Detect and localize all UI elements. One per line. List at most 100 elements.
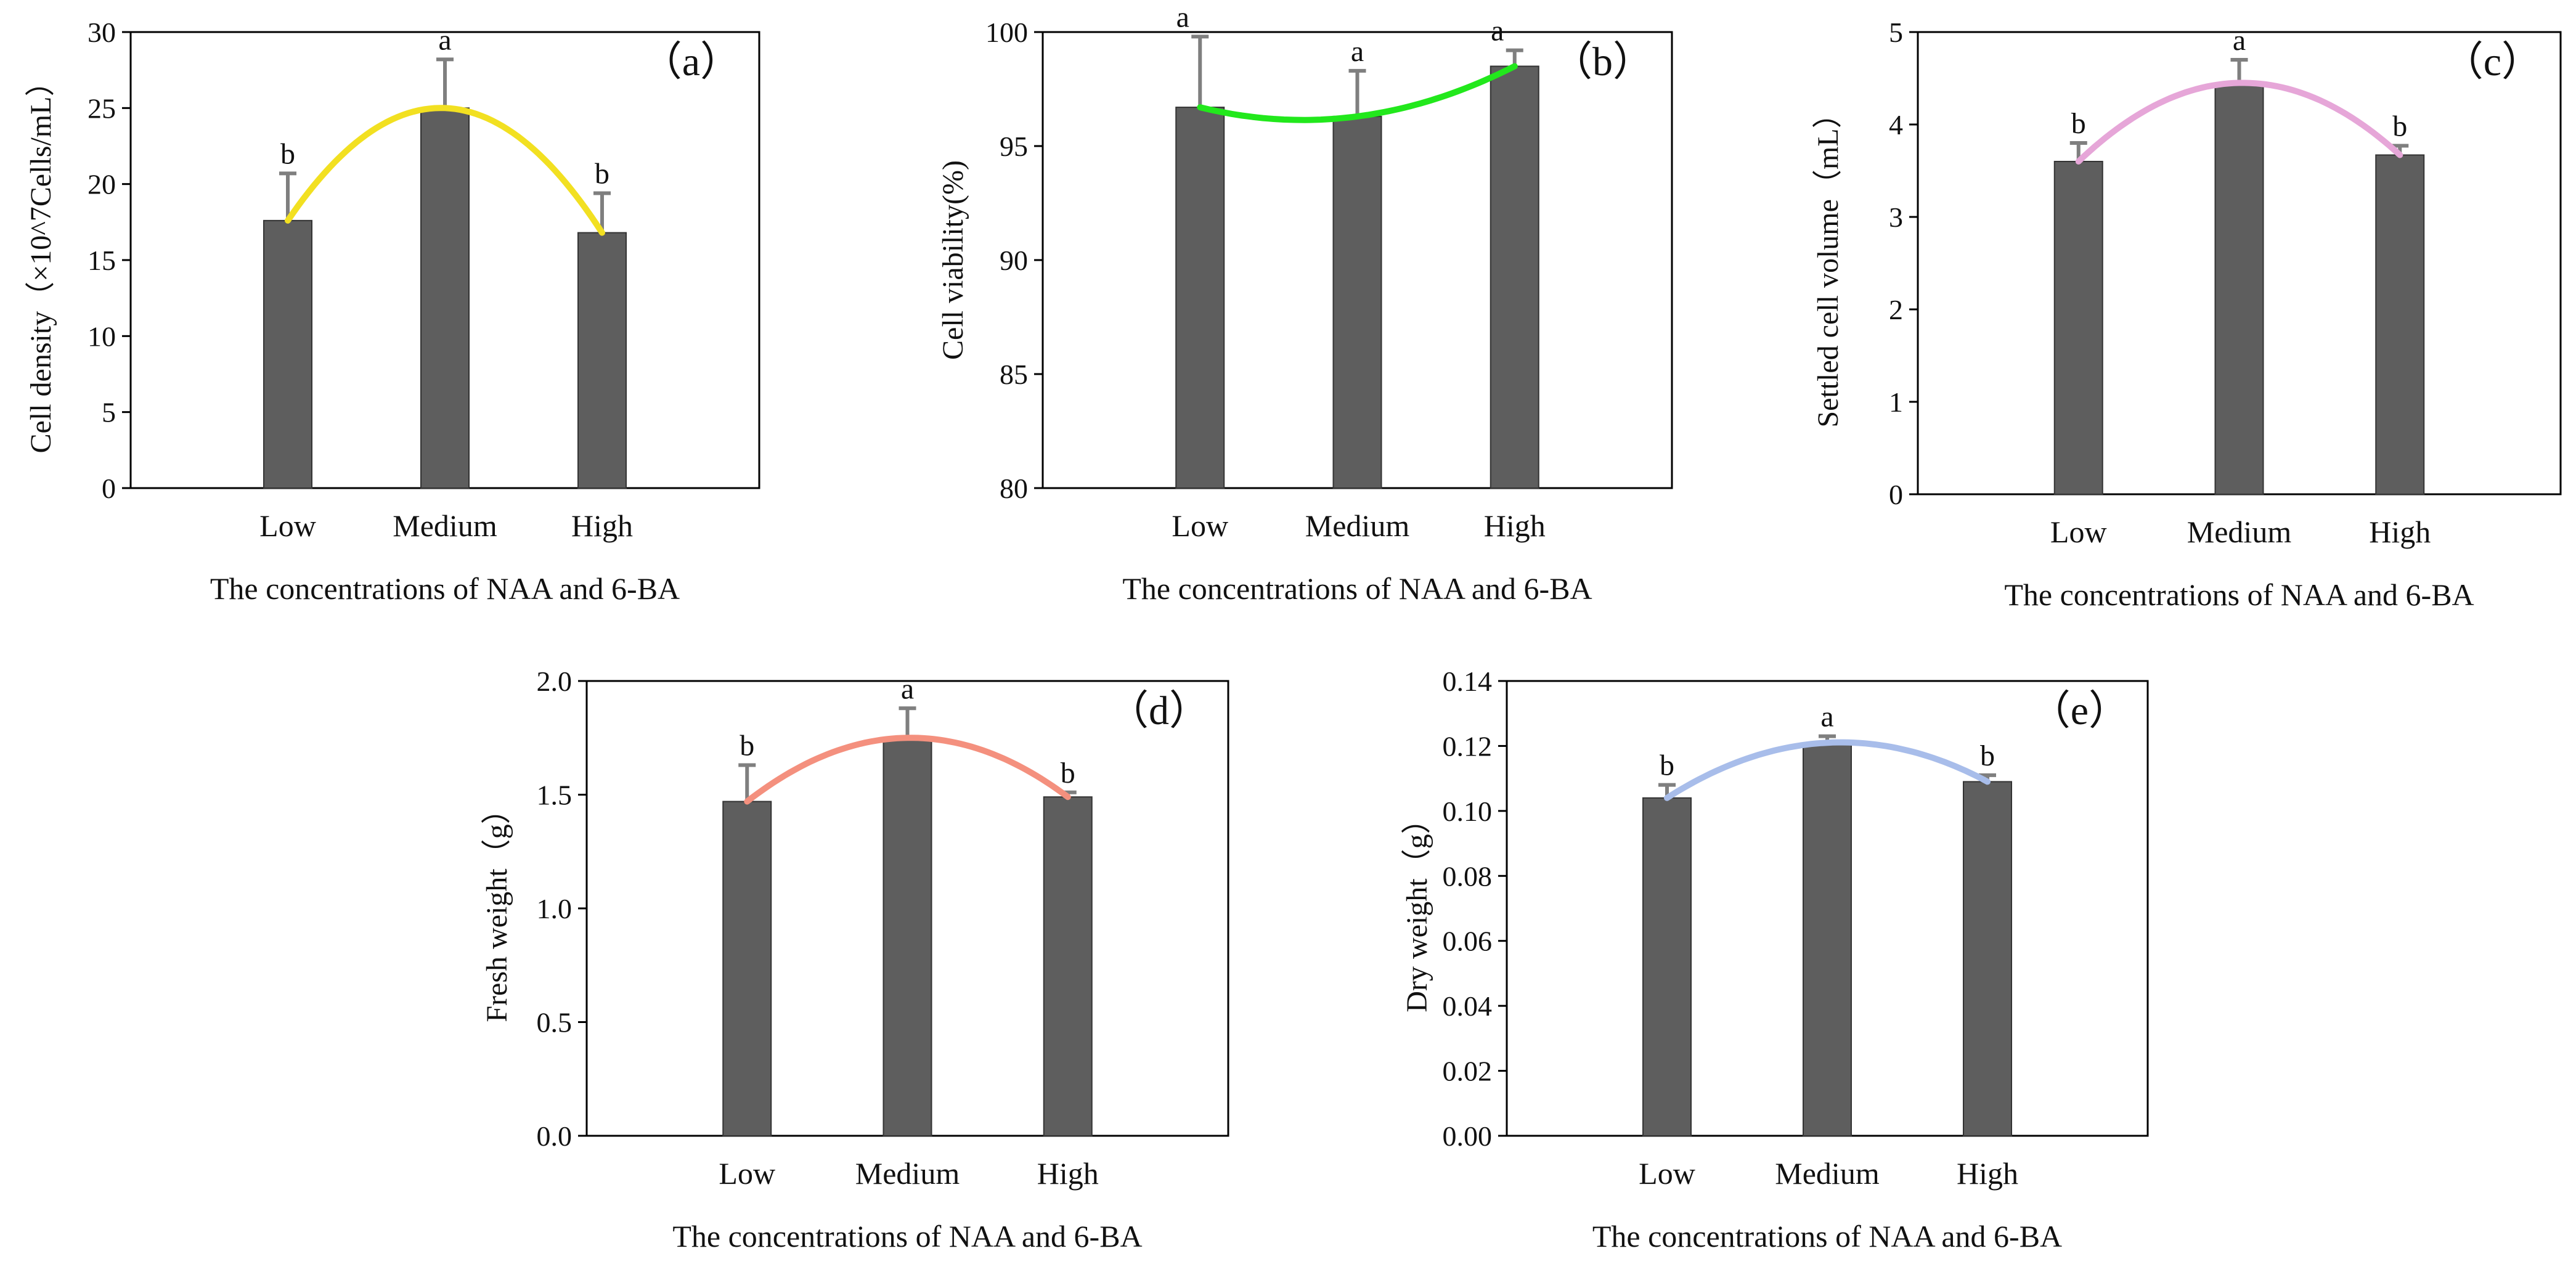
significance-letter: a	[1351, 35, 1364, 68]
x-axis-title: The concentrations of NAA and 6-BA	[210, 571, 680, 606]
x-axis-title: The concentrations of NAA and 6-BA	[1592, 1219, 2062, 1254]
x-category-label: Low	[1172, 508, 1228, 543]
significance-letter: a	[1820, 701, 1833, 733]
trend-curve	[1664, 739, 1991, 801]
y-tick-label: 10	[88, 320, 116, 352]
bar	[1175, 107, 1225, 489]
trend-curve	[1197, 63, 1518, 123]
y-axis-title: Cell density（×10^7Cells/mL）	[25, 67, 57, 454]
x-category-label: Low	[719, 1156, 775, 1191]
y-tick-label: 0.10	[1443, 796, 1493, 827]
significance-letter: b	[2071, 107, 2086, 140]
x-axis-title: The concentrations of NAA and 6-BA	[2004, 577, 2474, 612]
y-tick-label: 3	[1889, 202, 1903, 233]
bar	[2375, 154, 2425, 495]
significance-letter: a	[901, 672, 914, 705]
significance-letter: b	[595, 157, 609, 190]
bar	[1963, 781, 2012, 1136]
y-tick-label: 80	[1000, 473, 1028, 504]
y-tick-label: 0.5	[537, 1007, 573, 1038]
significance-letter: b	[280, 137, 295, 170]
chart-panel: 0 1 2 3 4 5 b a b Low Medium High The concentrations…	[1812, 17, 2562, 612]
y-tick-label: 5	[1889, 17, 1903, 48]
chart-panel: 80 85 90 95 100 a a a Low Medium High The concentra…	[937, 1, 1673, 606]
x-category-label: High	[571, 508, 633, 543]
significance-letter: b	[2392, 110, 2407, 143]
trend-curve	[744, 735, 1071, 805]
y-tick-label: 0.08	[1443, 860, 1493, 892]
y-tick-label: 25	[88, 92, 116, 124]
x-category-label: Low	[2050, 515, 2107, 549]
x-category-label: High	[2369, 515, 2431, 549]
y-tick-label: 0.00	[1443, 1120, 1493, 1152]
y-tick-label: 85	[1000, 359, 1028, 390]
y-tick-label: 0.0	[537, 1120, 573, 1152]
bar	[1803, 742, 1852, 1136]
x-axis-title: The concentrations of NAA and 6-BA	[672, 1219, 1142, 1254]
y-tick-label: 0.02	[1443, 1056, 1493, 1087]
y-tick-label: 1.0	[537, 893, 573, 924]
x-category-label: Medium	[855, 1156, 960, 1191]
y-axis-title: Dry weight（g）	[1401, 804, 1433, 1012]
significance-letter: b	[1660, 749, 1674, 782]
bar	[2214, 82, 2264, 495]
bar	[1642, 797, 1692, 1137]
x-category-label: Medium	[2187, 515, 2292, 549]
trend-curve	[285, 105, 605, 236]
chart-panel: 0.00 0.02 0.04 0.06 0.08 0.10 0.12 0.14 b a b Low Me…	[1401, 666, 2149, 1254]
y-tick-label: 20	[88, 169, 116, 200]
significance-letter: a	[2233, 24, 2246, 57]
y-tick-label: 1.5	[537, 780, 573, 811]
x-category-label: Medium	[1775, 1156, 1880, 1191]
y-tick-label: 0	[1889, 479, 1903, 510]
y-tick-label: 90	[1000, 245, 1028, 276]
bar	[577, 232, 627, 489]
x-category-label: High	[1484, 508, 1546, 543]
significance-letter: a	[1176, 1, 1189, 33]
x-category-label: Low	[1639, 1156, 1695, 1191]
panel-label: （a）	[642, 39, 741, 84]
bar	[1332, 115, 1382, 489]
x-category-label: High	[1037, 1156, 1099, 1191]
x-category-label: High	[1957, 1156, 2018, 1191]
y-tick-label: 30	[88, 17, 116, 48]
bar	[722, 801, 772, 1136]
bar	[1043, 796, 1093, 1136]
panel-label: （b）	[1552, 39, 1653, 84]
y-tick-label: 0.06	[1443, 926, 1493, 957]
y-tick-label: 2.0	[537, 666, 573, 697]
significance-letter: b	[1980, 740, 1995, 772]
y-axis-title: Settled cell volume（mL）	[1812, 99, 1844, 427]
significance-letter: b	[740, 730, 754, 762]
significance-letter: b	[1061, 757, 1075, 789]
chart-panel: 0 5 10 15 20 25 30 b a b Low Medium High The concentr…	[25, 17, 760, 606]
bar	[882, 737, 932, 1136]
y-tick-label: 0.12	[1443, 730, 1493, 762]
y-tick-label: 1	[1889, 386, 1903, 418]
bar	[263, 219, 312, 489]
y-tick-label: 0.14	[1443, 666, 1493, 697]
significance-letter: a	[1491, 15, 1504, 47]
y-tick-label: 0	[102, 473, 116, 504]
bar	[2053, 161, 2103, 495]
y-tick-label: 15	[88, 245, 116, 276]
x-axis-title: The concentrations of NAA and 6-BA	[1122, 571, 1592, 606]
x-category-label: Low	[259, 508, 316, 543]
chart-panel: 0.0 0.5 1.0 1.5 2.0 b a b Low Medium High The conce…	[481, 666, 1229, 1254]
y-tick-label: 0.04	[1443, 990, 1493, 1022]
x-category-label: Medium	[1305, 508, 1410, 543]
y-axis-title: Cell viability(%)	[937, 160, 969, 360]
trend-curve	[2075, 79, 2403, 165]
x-category-label: Medium	[393, 508, 497, 543]
y-tick-label: 100	[985, 17, 1028, 48]
bar	[420, 107, 470, 489]
panel-label: （c）	[2443, 39, 2542, 84]
y-tick-label: 4	[1889, 109, 1903, 141]
y-tick-label: 95	[1000, 131, 1028, 162]
bar	[1490, 65, 1539, 489]
y-axis-title: Fresh weight（g）	[481, 794, 513, 1022]
significance-letter: a	[438, 23, 451, 56]
panel-label: （e）	[2030, 688, 2129, 733]
y-tick-label: 5	[102, 397, 116, 428]
